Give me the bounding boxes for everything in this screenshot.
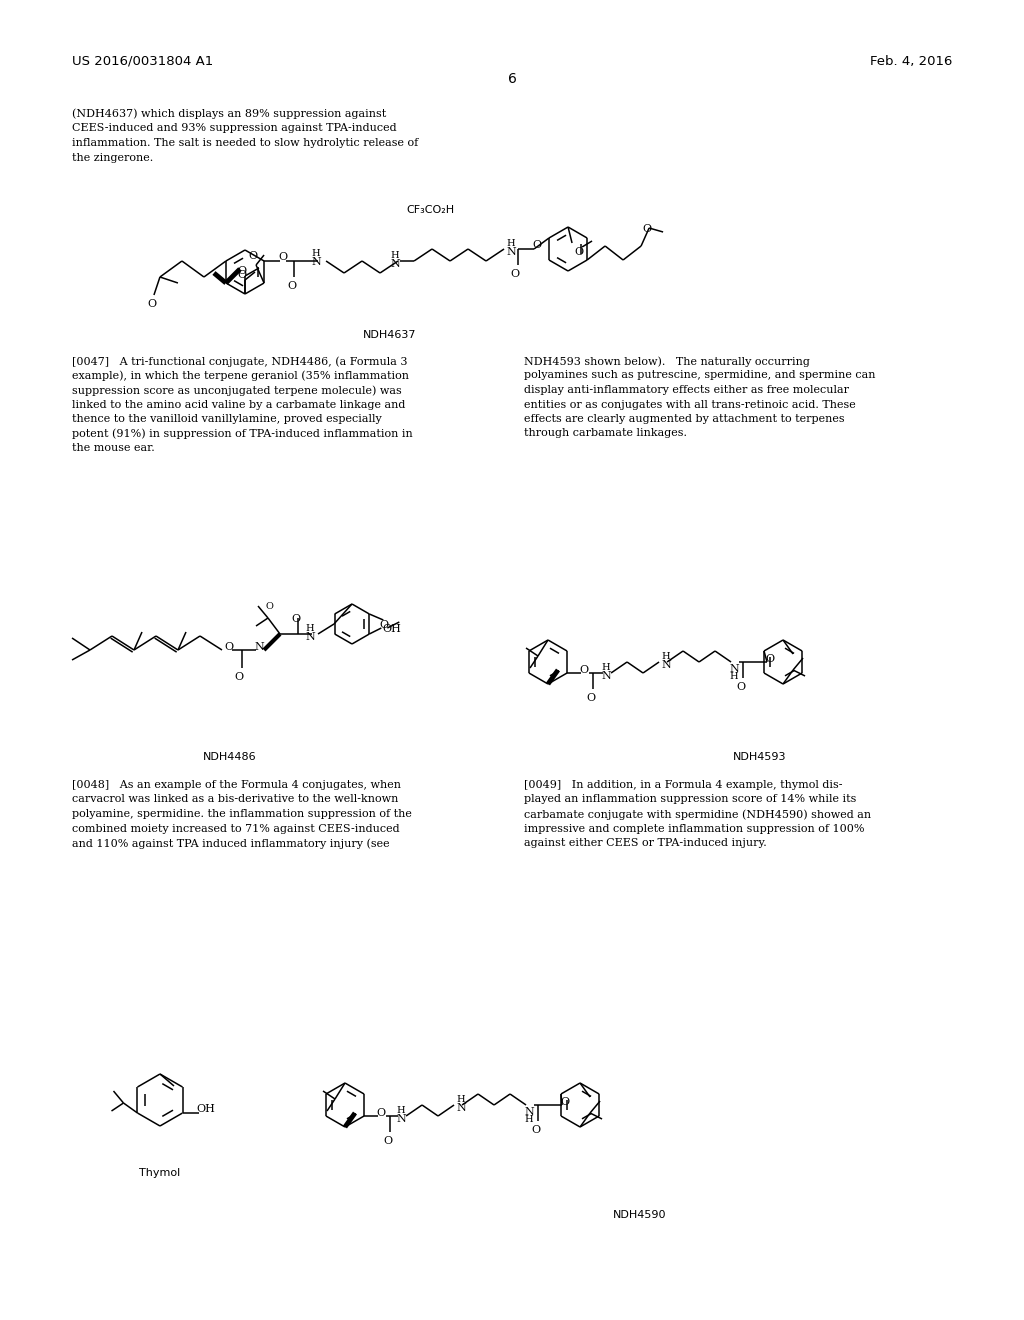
Text: O: O [579,665,588,675]
Text: H: H [601,663,609,672]
Text: [0047]   A tri-functional conjugate, NDH4486, (a Formula 3: [0047] A tri-functional conjugate, NDH44… [72,356,408,367]
Text: carvacrol was linked as a bis-derivative to the well-known: carvacrol was linked as a bis-derivative… [72,795,398,804]
Text: O: O [379,620,388,630]
Text: O: O [736,682,745,692]
Text: O: O [376,1107,385,1118]
Text: H: H [306,624,314,634]
Text: effects are clearly augmented by attachment to terpenes: effects are clearly augmented by attachm… [524,414,845,424]
Text: polyamines such as putrescine, spermidine, and spermine can: polyamines such as putrescine, spermidin… [524,371,876,380]
Text: NDH4590: NDH4590 [613,1210,667,1220]
Text: O: O [292,614,301,624]
Text: N: N [524,1107,534,1117]
Text: H: H [729,672,737,681]
Text: N: N [729,664,738,675]
Text: example), in which the terpene geraniol (35% inflammation: example), in which the terpene geraniol … [72,371,409,381]
Text: H: H [311,249,321,257]
Text: 6: 6 [508,73,516,86]
Text: O: O [587,693,596,704]
Text: N: N [506,247,516,257]
Text: O: O [249,251,258,261]
Text: H: H [456,1096,465,1104]
Text: carbamate conjugate with spermidine (NDH4590) showed an: carbamate conjugate with spermidine (NDH… [524,809,871,820]
Text: Feb. 4, 2016: Feb. 4, 2016 [869,55,952,69]
Text: and 110% against TPA induced inflammatory injury (see: and 110% against TPA induced inflammator… [72,838,389,849]
Text: OH: OH [197,1104,215,1114]
Text: impressive and complete inflammation suppression of 100%: impressive and complete inflammation sup… [524,824,864,833]
Text: O: O [574,247,584,257]
Text: N: N [662,660,671,671]
Text: OH: OH [382,624,401,634]
Text: NDH4593: NDH4593 [733,752,786,762]
Text: O: O [642,224,651,234]
Text: H: H [506,239,515,248]
Text: H: H [662,652,670,661]
Text: O: O [288,281,297,290]
Text: against either CEES or TPA-induced injury.: against either CEES or TPA-induced injur… [524,838,767,847]
Text: O: O [560,1097,569,1107]
Text: NDH4637: NDH4637 [364,330,417,341]
Text: played an inflammation suppression score of 14% while its: played an inflammation suppression score… [524,795,856,804]
Text: N: N [396,1114,406,1125]
Text: through carbamate linkages.: through carbamate linkages. [524,429,687,438]
Text: polyamine, spermidine. the inflammation suppression of the: polyamine, spermidine. the inflammation … [72,809,412,818]
Text: entities or as conjugates with all trans-retinoic acid. These: entities or as conjugates with all trans… [524,400,856,409]
Text: NDH4593 shown below).   The naturally occurring: NDH4593 shown below). The naturally occu… [524,356,810,367]
Text: N: N [305,632,314,642]
Text: linked to the amino acid valine by a carbamate linkage and: linked to the amino acid valine by a car… [72,400,406,409]
Text: US 2016/0031804 A1: US 2016/0031804 A1 [72,55,213,69]
Text: H: H [396,1106,404,1115]
Text: (NDH4637) which displays an 89% suppression against: (NDH4637) which displays an 89% suppress… [72,108,386,119]
Text: [0049]   In addition, in a Formula 4 example, thymol dis-: [0049] In addition, in a Formula 4 examp… [524,780,843,789]
Text: potent (91%) in suppression of TPA-induced inflammation in: potent (91%) in suppression of TPA-induc… [72,429,413,440]
Text: O: O [532,240,541,249]
Text: O: O [238,267,247,276]
Text: NDH4486: NDH4486 [203,752,257,762]
Text: O: O [266,602,273,611]
Text: O: O [531,1125,541,1135]
Text: thence to the vanilloid vanillylamine, proved especially: thence to the vanilloid vanillylamine, p… [72,414,382,424]
Text: Thymol: Thymol [139,1168,180,1177]
Text: H: H [391,251,399,260]
Text: inflammation. The salt is needed to slow hydrolytic release of: inflammation. The salt is needed to slow… [72,139,418,148]
Text: the mouse ear.: the mouse ear. [72,444,155,453]
Text: O: O [384,1137,392,1146]
Text: O: O [279,252,287,261]
Text: N: N [390,259,400,269]
Text: H: H [524,1115,532,1125]
Text: O: O [147,300,157,309]
Text: display anti-inflammatory effects either as free molecular: display anti-inflammatory effects either… [524,385,849,395]
Text: N: N [456,1104,466,1113]
Text: N: N [311,257,321,267]
Text: [0048]   As an example of the Formula 4 conjugates, when: [0048] As an example of the Formula 4 co… [72,780,401,789]
Text: the zingerone.: the zingerone. [72,153,154,162]
Text: O: O [238,271,247,280]
Text: CEES-induced and 93% suppression against TPA-induced: CEES-induced and 93% suppression against… [72,123,396,133]
Text: suppression score as unconjugated terpene molecule) was: suppression score as unconjugated terpen… [72,385,401,396]
Text: CF₃CO₂H: CF₃CO₂H [406,205,454,215]
Text: O: O [511,269,519,279]
Text: O: O [765,653,774,664]
Text: N: N [254,642,264,652]
Text: O: O [224,642,233,652]
Text: N: N [601,671,610,681]
Text: combined moiety increased to 71% against CEES-induced: combined moiety increased to 71% against… [72,824,399,833]
Text: O: O [234,672,244,682]
